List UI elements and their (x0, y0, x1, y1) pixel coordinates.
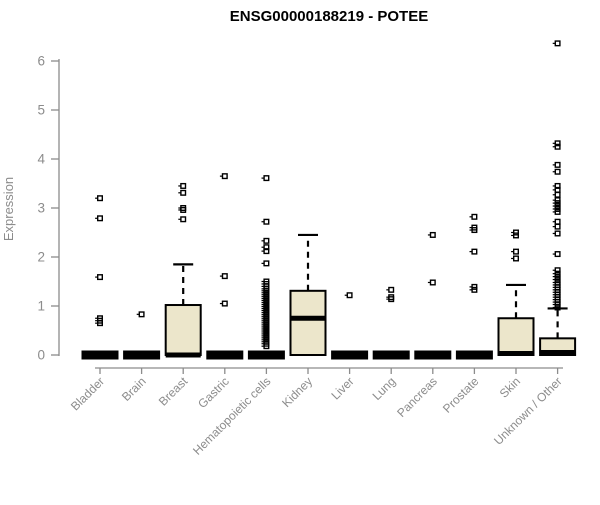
outlier-point (554, 251, 561, 258)
x-tick-label: Hematopoietic cells (190, 374, 273, 457)
y-tick-label: 1 (37, 299, 45, 314)
outlier-point (221, 273, 228, 280)
collapsed-box (81, 350, 119, 360)
outlier-point (388, 286, 395, 293)
outlier-point (554, 40, 561, 47)
x-tick-label: Kidney (279, 374, 315, 410)
collapsed-box (206, 350, 244, 360)
x-tick-label: Prostate (440, 374, 482, 416)
outlier-point (263, 237, 270, 244)
collapsed-box (247, 350, 285, 360)
outlier-point (263, 175, 270, 182)
outlier-point (554, 161, 561, 168)
y-tick-label: 3 (37, 201, 45, 216)
outlier-point (513, 248, 520, 255)
box-group (123, 311, 161, 360)
outlier-point (554, 168, 561, 175)
box-group (289, 233, 327, 356)
x-tick-label: Pancreas (394, 374, 440, 420)
x-tick-label: Breast (156, 374, 191, 409)
outlier-point (554, 191, 561, 198)
outlier-point (429, 279, 436, 286)
x-tick-label: Gastric (195, 374, 232, 411)
collapsed-box (414, 350, 452, 360)
y-tick-label: 4 (37, 152, 45, 167)
outlier-point (263, 260, 270, 267)
box-group (414, 231, 452, 360)
outlier-point (554, 223, 561, 230)
outlier-point (429, 231, 436, 238)
box-series (81, 40, 577, 360)
outlier-point (221, 173, 228, 180)
y-tick-label: 0 (37, 348, 45, 363)
outlier-point (180, 216, 187, 223)
collapsed-box (331, 350, 369, 360)
collapsed-box (455, 350, 493, 360)
outlier-point (263, 218, 270, 225)
y-axis-title: Expression (1, 177, 16, 241)
outlier-point (513, 255, 520, 262)
iqr-box (164, 304, 202, 356)
box-group (455, 213, 493, 360)
outlier-point (471, 213, 478, 220)
chart-title: ENSG00000188219 - POTEE (230, 8, 428, 25)
outlier-point (346, 292, 353, 299)
collapsed-box (123, 350, 161, 360)
box-group (247, 175, 285, 360)
outlier-point (263, 248, 270, 255)
box-group (497, 229, 535, 357)
outlier-point (138, 311, 145, 318)
outlier-point (96, 195, 103, 202)
x-tick-label: Lung (370, 374, 399, 403)
x-tick-label: Bladder (68, 374, 107, 413)
box-group (372, 286, 410, 360)
outlier-point (554, 143, 561, 150)
box-group (206, 173, 244, 360)
outlier-point (180, 189, 187, 196)
outlier-point (96, 215, 103, 222)
box-group (164, 182, 202, 358)
x-tick-label: Liver (328, 374, 356, 402)
outlier-point (554, 218, 561, 225)
x-tick-label: Skin (497, 374, 523, 400)
collapsed-box (372, 350, 410, 360)
outlier-point (554, 230, 561, 237)
y-axis: 0 1 2 3 4 5 6 (37, 54, 60, 363)
iqr-box (497, 317, 535, 356)
y-tick-label: 6 (37, 54, 45, 69)
outlier-point (221, 300, 228, 307)
y-tick-label: 5 (37, 103, 45, 118)
outlier-point (554, 186, 561, 193)
outlier-point (96, 274, 103, 281)
box-group (539, 40, 577, 356)
box-group (331, 292, 369, 360)
iqr-box (289, 289, 327, 356)
x-tick-label: Brain (119, 374, 149, 404)
outlier-point (471, 248, 478, 255)
outlier-point (180, 182, 187, 189)
y-tick-label: 2 (37, 250, 45, 265)
box-group (81, 195, 119, 360)
